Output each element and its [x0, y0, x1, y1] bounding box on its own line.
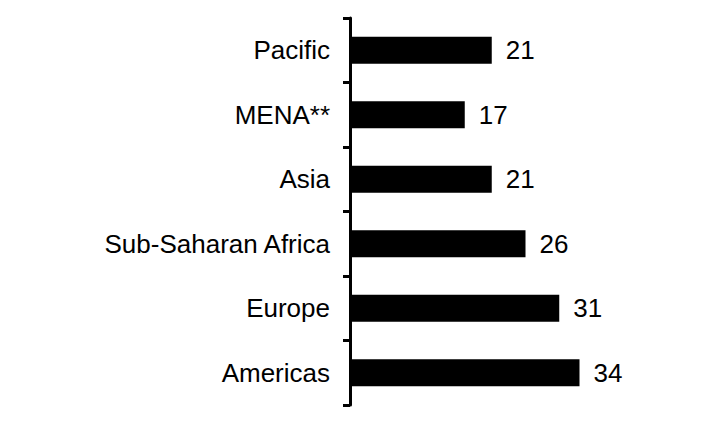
- svg-text:26: 26: [540, 229, 569, 259]
- svg-text:MENA**: MENA**: [235, 100, 330, 130]
- svg-text:21: 21: [506, 35, 535, 65]
- svg-text:34: 34: [594, 358, 623, 388]
- svg-text:Asia: Asia: [279, 164, 330, 194]
- svg-text:Sub-Saharan Africa: Sub-Saharan Africa: [105, 229, 331, 259]
- svg-text:31: 31: [573, 293, 602, 323]
- svg-text:Pacific: Pacific: [253, 35, 330, 65]
- svg-text:Europe: Europe: [246, 293, 330, 323]
- svg-text:17: 17: [479, 100, 508, 130]
- svg-text:21: 21: [506, 164, 535, 194]
- svg-text:Americas: Americas: [222, 358, 330, 388]
